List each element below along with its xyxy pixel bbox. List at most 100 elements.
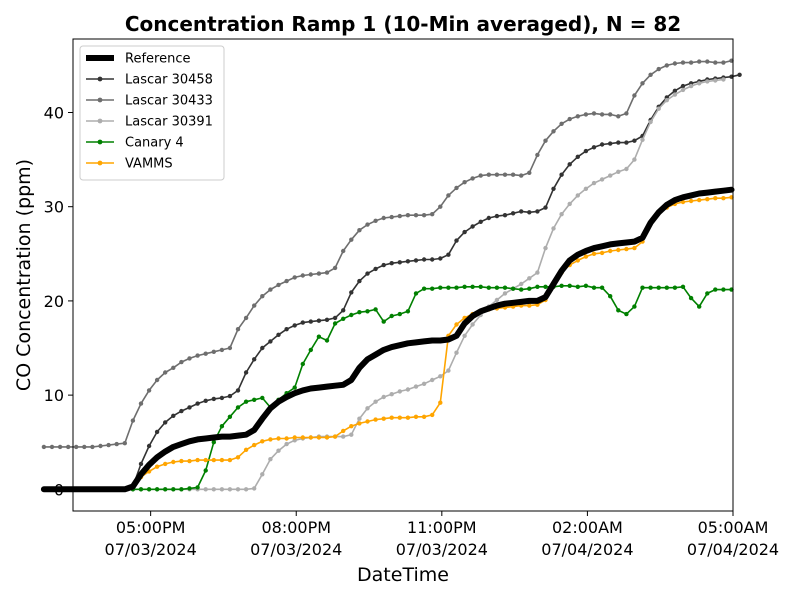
data-point xyxy=(599,142,605,147)
x-tick-label-date: 07/03/2024 xyxy=(250,540,342,559)
data-point xyxy=(381,215,386,221)
y-axis-label: CO Concentration (ppm) xyxy=(13,159,35,391)
data-point xyxy=(697,304,702,309)
data-point xyxy=(195,401,200,406)
data-point xyxy=(203,487,208,492)
data-point xyxy=(519,287,524,292)
data-point xyxy=(341,248,346,254)
data-point xyxy=(357,416,362,421)
data-point xyxy=(268,457,273,462)
data-point xyxy=(438,204,443,209)
data-point xyxy=(179,458,184,464)
data-point xyxy=(599,285,605,290)
data-point xyxy=(421,213,427,218)
data-point xyxy=(365,309,370,314)
data-point xyxy=(252,357,257,362)
data-point xyxy=(421,257,427,262)
data-point xyxy=(243,370,249,375)
data-point xyxy=(543,138,548,143)
data-point xyxy=(227,393,233,399)
data-point xyxy=(519,173,524,178)
data-point xyxy=(413,384,419,389)
data-point xyxy=(203,468,208,473)
data-point xyxy=(430,412,435,418)
data-point xyxy=(672,61,678,66)
data-point xyxy=(559,121,564,127)
x-tick-label-date: 07/04/2024 xyxy=(687,540,779,559)
data-point xyxy=(268,437,273,442)
data-point xyxy=(324,338,330,343)
data-point xyxy=(462,333,467,338)
data-point xyxy=(470,224,475,229)
data-point xyxy=(688,60,694,65)
data-point xyxy=(608,248,613,254)
data-point xyxy=(300,435,305,440)
data-point xyxy=(405,309,411,314)
x-tick-label-date: 07/03/2024 xyxy=(105,540,197,559)
data-point xyxy=(324,317,330,322)
x-tick-label-date: 07/03/2024 xyxy=(396,540,488,559)
data-point xyxy=(583,186,589,191)
data-point xyxy=(688,83,694,89)
data-point xyxy=(713,78,718,83)
data-point xyxy=(74,444,79,450)
legend-marker xyxy=(97,97,103,103)
data-point xyxy=(713,287,718,292)
legend-label: Reference xyxy=(125,52,190,67)
data-point xyxy=(316,334,322,339)
series-line-reference xyxy=(40,186,735,493)
legend-item-vamms: VAMMS xyxy=(86,157,173,172)
data-point xyxy=(672,88,678,94)
data-point xyxy=(551,129,556,134)
data-point xyxy=(680,284,686,289)
data-point xyxy=(308,435,313,440)
data-point xyxy=(721,287,726,292)
data-point xyxy=(438,400,443,405)
data-point xyxy=(106,442,111,448)
data-point xyxy=(227,345,233,351)
data-point xyxy=(203,351,208,356)
data-point xyxy=(502,172,508,177)
data-point xyxy=(430,377,435,383)
x-tick-label-time: 05:00PM xyxy=(116,518,186,537)
data-point xyxy=(341,434,346,439)
data-point xyxy=(308,319,313,324)
data-point xyxy=(624,166,629,172)
data-point xyxy=(519,209,524,214)
x-axis-label: DateTime xyxy=(357,564,449,586)
data-point xyxy=(535,284,540,289)
data-point xyxy=(519,281,524,287)
data-point xyxy=(316,318,322,323)
data-point xyxy=(284,436,289,441)
data-point xyxy=(211,396,216,402)
data-point xyxy=(551,226,556,231)
data-point xyxy=(308,347,313,353)
data-point xyxy=(502,285,508,290)
data-point xyxy=(389,313,394,319)
data-point xyxy=(332,315,338,321)
data-point xyxy=(527,210,532,215)
data-point xyxy=(413,414,419,419)
data-point xyxy=(187,486,192,491)
data-point xyxy=(705,79,710,84)
y-tick-label: 0 xyxy=(54,480,64,499)
data-point xyxy=(470,284,475,289)
data-point xyxy=(502,291,508,296)
data-point xyxy=(672,285,678,290)
data-point xyxy=(381,394,386,400)
legend-label: Lascar 30458 xyxy=(125,73,213,88)
data-point xyxy=(527,286,532,291)
data-point xyxy=(163,461,168,467)
data-point xyxy=(616,114,621,119)
data-point xyxy=(284,327,289,332)
data-point xyxy=(332,434,338,439)
legend-label: Lascar 30433 xyxy=(125,94,213,109)
data-point xyxy=(227,457,233,463)
data-point xyxy=(114,441,119,447)
data-point xyxy=(413,258,419,263)
data-point xyxy=(235,388,241,393)
legend-item-lascar-30391: Lascar 30391 xyxy=(86,115,213,130)
data-point xyxy=(219,487,225,492)
data-point xyxy=(591,180,597,186)
